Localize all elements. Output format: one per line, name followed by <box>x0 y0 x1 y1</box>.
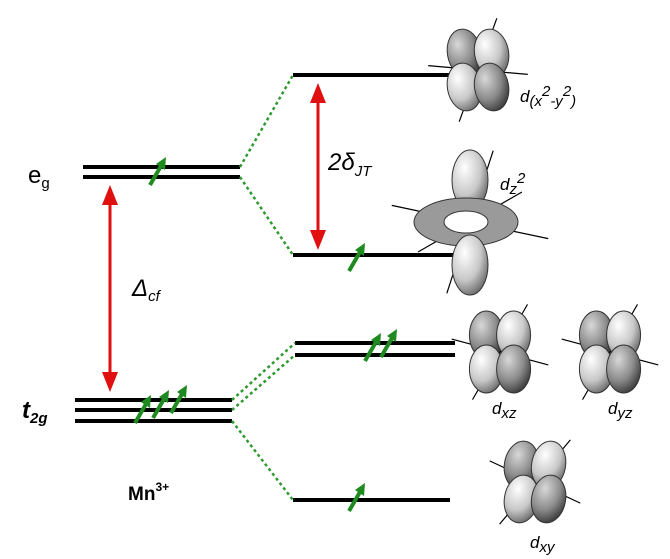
label-sup: 2 <box>516 170 526 187</box>
splitting-line <box>240 177 293 255</box>
jahn-teller-arrow-head <box>310 83 326 103</box>
orbital-lobe <box>607 345 641 393</box>
label-sub: g <box>41 175 49 192</box>
orbital-torus-hole <box>444 211 488 233</box>
label-base: Δ <box>131 275 148 302</box>
delta-jt-label: 2δJT <box>327 149 373 180</box>
orbital-lobe <box>452 235 488 295</box>
orbital-label: dz2 <box>500 170 526 198</box>
orbital-label: dxz <box>492 399 517 422</box>
label-sub: yz <box>616 405 633 422</box>
orbital-label: dyz <box>608 399 633 422</box>
label-sub: xy <box>538 539 556 556</box>
splitting-line <box>240 75 293 167</box>
label-sub: cf <box>148 288 162 305</box>
label-sub: JT <box>354 163 374 180</box>
label-sub: (x <box>529 93 542 110</box>
label-sub: 2g <box>29 410 48 427</box>
label-sub: ) <box>569 93 576 110</box>
jahn-teller-arrow-head <box>310 230 326 250</box>
splitting-line <box>232 421 293 500</box>
orbital-lobe <box>497 345 531 393</box>
label-base: e <box>28 162 41 189</box>
crystal-field-arrow-head <box>102 372 118 392</box>
crystal-field-arrow-head <box>102 185 118 205</box>
orbital-label: d(x2-y2) <box>520 83 576 110</box>
ion-label: Mn3+ <box>128 480 169 505</box>
label-base: Mn <box>128 484 155 505</box>
t2g-label: t2g <box>22 397 48 427</box>
label-sup: 3+ <box>155 480 169 494</box>
label-base: 2δ <box>327 149 355 176</box>
eg-label: eg <box>28 162 50 192</box>
delta-cf-label: Δcf <box>131 275 162 305</box>
orbital-label: dxy <box>530 533 556 556</box>
label-sub: xz <box>500 405 517 422</box>
splitting-line <box>232 355 295 410</box>
diagram: eg t2g Δcf 2δJT Mn3+ d(x2-y2) dz2 dxz dy… <box>0 0 670 559</box>
splitting-line <box>232 343 295 400</box>
